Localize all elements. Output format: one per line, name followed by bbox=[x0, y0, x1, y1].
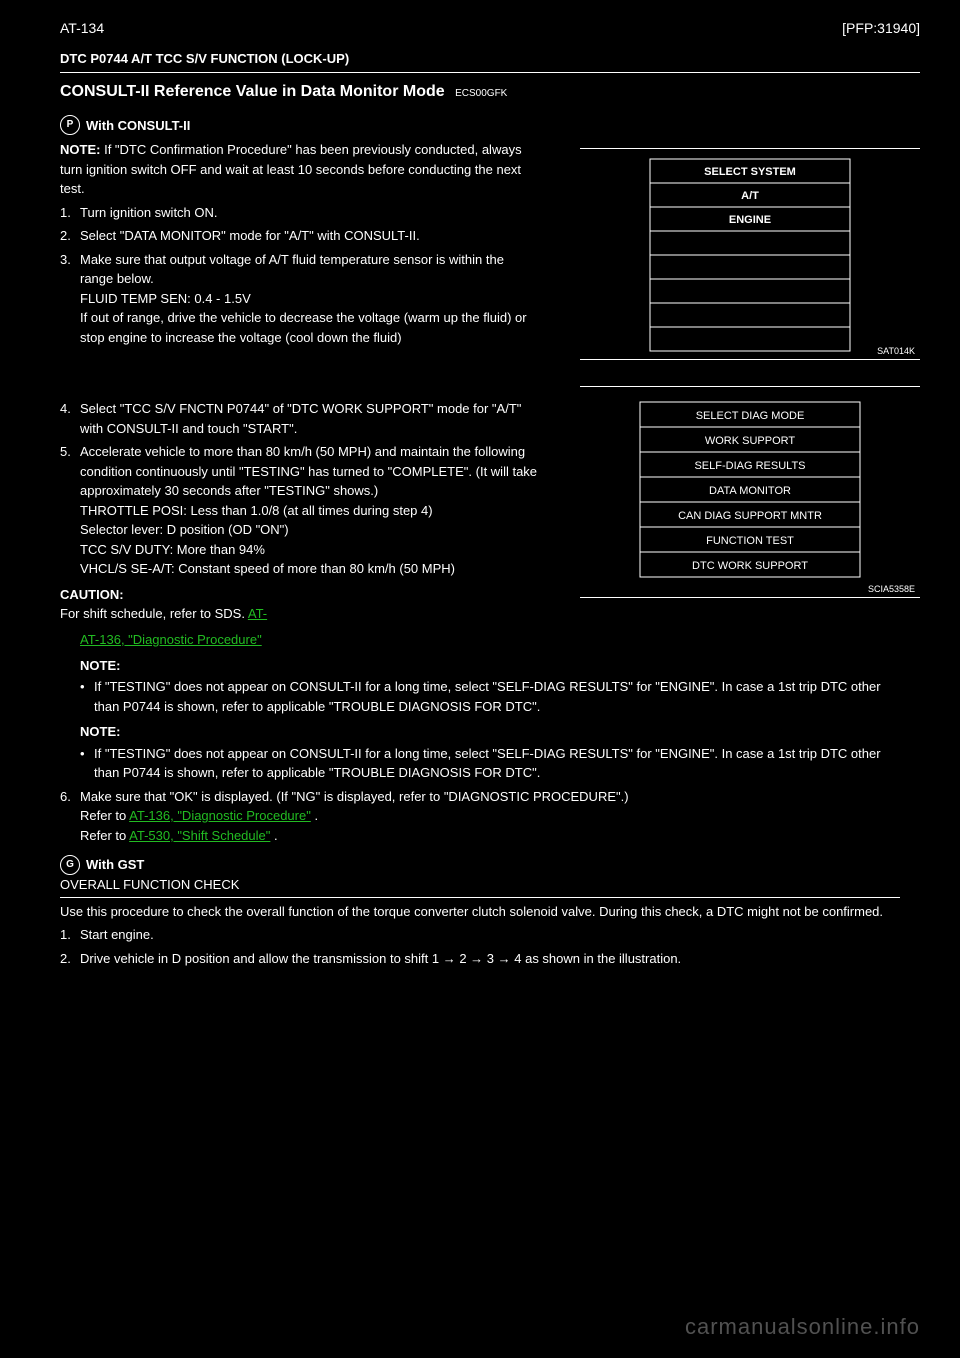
gst-icon: G bbox=[60, 855, 80, 875]
caution-link[interactable]: AT- bbox=[248, 606, 267, 621]
figure-select-diag: SELECT DIAG MODE WORK SUPPORT SELF-DIAG … bbox=[580, 386, 920, 603]
note-label-2: NOTE: bbox=[80, 658, 120, 673]
fig2-r0: WORK SUPPORT bbox=[705, 435, 796, 447]
watermark: carmanualsonline.info bbox=[685, 1314, 920, 1340]
step1-3: Make sure that output voltage of A/T flu… bbox=[80, 252, 504, 287]
gst-heading: With GST bbox=[86, 855, 144, 875]
fig2-title: SELECT DIAG MODE bbox=[696, 410, 805, 422]
fig1-row1: ENGINE bbox=[729, 214, 771, 226]
fig1-id: SAT014K bbox=[877, 346, 915, 356]
rt-1: Start engine. bbox=[80, 927, 154, 942]
note-if: If "TESTING" does not appear on CONSULT-… bbox=[94, 679, 881, 714]
roadtest-head: OVERALL FUNCTION CHECK bbox=[60, 875, 900, 898]
refer2: Refer to bbox=[80, 828, 129, 843]
note-label: NOTE: bbox=[60, 142, 100, 157]
step1-2: Select "DATA MONITOR" mode for "A/T" wit… bbox=[80, 228, 420, 243]
note-label-3: NOTE: bbox=[80, 724, 120, 739]
flsen: FLUID TEMP SEN: 0.4 - 1.5V bbox=[80, 289, 540, 309]
fig2-r5: DTC WORK SUPPORT bbox=[692, 560, 808, 572]
refer2-link[interactable]: AT-530, "Shift Schedule" bbox=[129, 828, 270, 843]
section-code: [PFP:31940] bbox=[842, 20, 920, 36]
note-body: If "DTC Confirmation Procedure" has been… bbox=[60, 142, 522, 196]
note-if-2: If "TESTING" does not appear on CONSULT-… bbox=[94, 746, 881, 781]
caution-body: For shift schedule, refer to SDS. bbox=[60, 606, 248, 621]
vhcl: VHCL/S SE-A/T: Constant speed of more th… bbox=[80, 559, 540, 579]
subtitle-id: ECS00GFK bbox=[455, 88, 507, 99]
step1-5a: Accelerate vehicle to more than 80 km/h … bbox=[80, 444, 537, 498]
caution-label: CAUTION: bbox=[60, 587, 124, 602]
consult-icon: P bbox=[60, 115, 80, 135]
fig2-r2: DATA MONITOR bbox=[709, 485, 791, 497]
figure-select-system: SELECT SYSTEM A/T ENGINE SAT014K bbox=[580, 148, 920, 365]
tcc: TCC S/V DUTY: More than 94% bbox=[80, 540, 540, 560]
step1-1: Turn ignition switch ON. bbox=[80, 205, 218, 220]
link-126[interactable]: AT-136, "Diagnostic Procedure" bbox=[60, 630, 900, 650]
roadtest-body: Use this procedure to check the overall … bbox=[60, 902, 900, 922]
fig2-r4: FUNCTION TEST bbox=[706, 535, 794, 547]
flsen-note: If out of range, drive the vehicle to de… bbox=[80, 308, 540, 347]
refer1: Refer to bbox=[80, 808, 129, 823]
page-number: AT-134 bbox=[60, 20, 104, 36]
fig2-id: SCIA5358E bbox=[868, 584, 915, 594]
text-block-2: 4.Select "TCC S/V FNCTN P0744" of "DTC W… bbox=[60, 395, 540, 624]
header-title: DTC P0744 A/T TCC S/V FUNCTION (LOCK-UP) bbox=[60, 51, 349, 66]
step1-6: Make sure that "OK" is displayed. (If "N… bbox=[80, 789, 629, 804]
step1-4: Select "TCC S/V FNCTN P0744" of "DTC WOR… bbox=[80, 401, 521, 436]
lever: Selector lever: D position (OD "ON") bbox=[80, 520, 540, 540]
subtitle: CONSULT-II Reference Value in Data Monit… bbox=[60, 83, 445, 100]
rt-2: Drive vehicle in D position and allow th… bbox=[80, 951, 681, 966]
throttle: THROTTLE POSI: Less than 1.0/8 (at all t… bbox=[80, 501, 540, 521]
fig2-r3: CAN DIAG SUPPORT MNTR bbox=[678, 510, 822, 522]
fig2-r1: SELF-DIAG RESULTS bbox=[694, 460, 805, 472]
fig1-row0: A/T bbox=[741, 190, 759, 202]
fig1-title: SELECT SYSTEM bbox=[704, 166, 796, 178]
text-block-1: NOTE: If "DTC Confirmation Procedure" ha… bbox=[60, 140, 540, 347]
consult-heading: With CONSULT-II bbox=[86, 118, 190, 133]
text-block-3: AT-136, "Diagnostic Procedure" NOTE: If … bbox=[60, 630, 900, 968]
refer1-link[interactable]: AT-136, "Diagnostic Procedure" bbox=[129, 808, 311, 823]
